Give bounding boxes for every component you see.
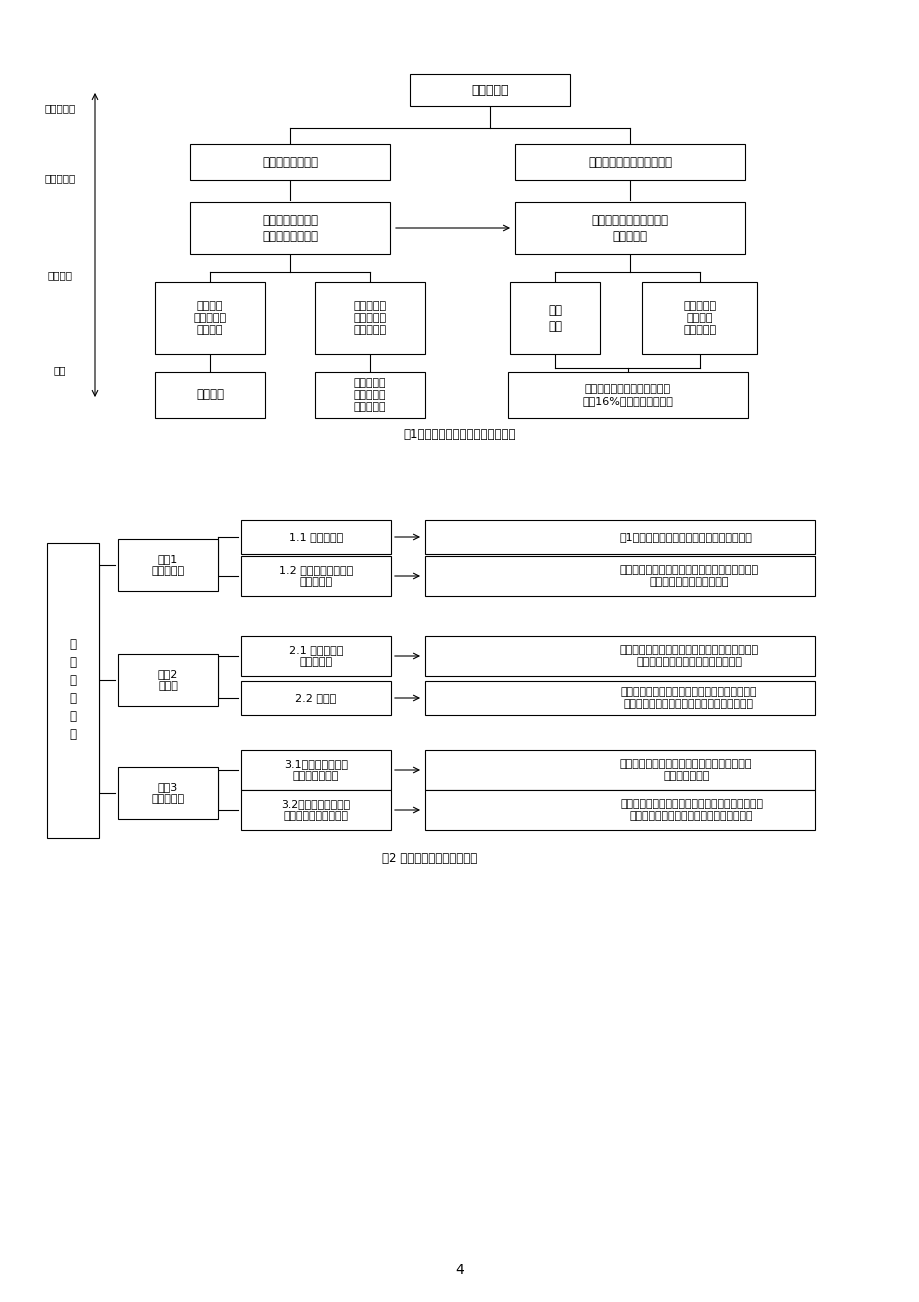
- Bar: [118, 767, 218, 819]
- Bar: [425, 635, 814, 676]
- Bar: [154, 283, 265, 354]
- Bar: [515, 202, 744, 254]
- Text: 课题2
溶解度: 课题2 溶解度: [158, 669, 178, 691]
- Bar: [410, 74, 570, 105]
- Bar: [425, 556, 814, 596]
- Text: 知道物质在溶解过程中通常伴随着热量的变化；
知道一些常见的乳化现象。: 知道物质在溶解过程中通常伴随着热量的变化； 知道一些常见的乳化现象。: [619, 565, 758, 587]
- Bar: [47, 543, 99, 837]
- Bar: [515, 145, 744, 180]
- Text: 事实: 事实: [53, 365, 66, 375]
- Text: 固体溶解度
溶解度曲线
气体溶解度: 固体溶解度 溶解度曲线 气体溶解度: [353, 301, 386, 336]
- Text: 图1：大概念统领下的单元知识结构: 图1：大概念统领下的单元知识结构: [403, 428, 516, 441]
- Text: 海水晒盐: 海水晒盐: [196, 388, 223, 401]
- Bar: [154, 372, 265, 418]
- Bar: [241, 519, 391, 553]
- Text: 1.2 溶解时的热量变化
及乳化现象: 1.2 溶解时的热量变化 及乳化现象: [278, 565, 353, 587]
- Text: 2.1 饱和溶液和
不饱和溶液: 2.1 饱和溶液和 不饱和溶液: [289, 644, 343, 667]
- Text: 了解固体溶解度的含义；能根据溶解度曲线获得
信息解决相关问题；了解气体溶解度的含义。: 了解固体溶解度的含义；能根据溶解度曲线获得 信息解决相关问题；了解气体溶解度的含…: [619, 686, 755, 710]
- Text: 图2 自然单元课时主题和目标: 图2 自然单元课时主题和目标: [382, 852, 477, 865]
- Text: 第
九
单
元
溶
液: 第 九 单 元 溶 液: [70, 638, 76, 742]
- Text: 3.2溶液稀释、配制与
化学方程式的相关计算: 3.2溶液稀释、配制与 化学方程式的相关计算: [281, 799, 350, 822]
- Bar: [425, 790, 814, 829]
- Bar: [314, 283, 425, 354]
- Text: 学科大概念: 学科大概念: [44, 103, 75, 113]
- Text: 饱和溶液
不饱和溶液
两者转化: 饱和溶液 不饱和溶液 两者转化: [193, 301, 226, 336]
- Bar: [190, 145, 390, 180]
- Text: 了解饱和溶液与不饱和溶液含义；知道两者相互
转化的条件；能举例说明结晶现象。: 了解饱和溶液与不饱和溶液含义；知道两者相互 转化的条件；能举例说明结晶现象。: [619, 644, 758, 667]
- Bar: [118, 539, 218, 591]
- Text: 打开汽水瓶
盖时，汽水
会自动喷出: 打开汽水瓶 盖时，汽水 会自动喷出: [354, 378, 386, 413]
- Bar: [190, 202, 390, 254]
- Text: 饱和溶液和溶解度: 饱和溶液和溶解度: [262, 155, 318, 168]
- Text: 溶质
溶剂: 溶质 溶剂: [548, 303, 562, 332]
- Text: 1.1 溶液的形成: 1.1 溶液的形成: [289, 533, 343, 542]
- Text: 4: 4: [455, 1263, 464, 1277]
- Bar: [641, 283, 756, 354]
- Text: 2.2 溶解度: 2.2 溶解度: [295, 693, 336, 703]
- Bar: [241, 556, 391, 596]
- Text: 溶质质量分
数的计算
溶液的配制: 溶质质量分 数的计算 溶液的配制: [683, 301, 716, 336]
- Bar: [507, 372, 747, 418]
- Text: 溶质质量分数与溶液组成
成分的关系: 溶质质量分数与溶液组成 成分的关系: [591, 214, 668, 242]
- Bar: [241, 790, 391, 829]
- Text: 课题3
溶液的浓度: 课题3 溶液的浓度: [152, 781, 185, 805]
- Text: 在农业生产上，常需要质量分
数为16%的氯化钠溶液选种: 在农业生产上，常需要质量分 数为16%的氯化钠溶液选种: [582, 384, 673, 406]
- Text: 3.1溶质质量分数的
概念及简单计算: 3.1溶质质量分数的 概念及简单计算: [284, 759, 347, 781]
- Bar: [314, 372, 425, 418]
- Bar: [241, 635, 391, 676]
- Text: 课题1
溶液的形成: 课题1 溶液的形成: [152, 553, 185, 577]
- Bar: [425, 750, 814, 790]
- Bar: [425, 681, 814, 715]
- Text: 常见的溶液: 常见的溶液: [471, 83, 508, 96]
- Text: 认识溶质质量分数的含义；能进行溶质质量分
数的简单计算。: 认识溶质质量分数的含义；能进行溶质质量分 数的简单计算。: [619, 759, 752, 781]
- Bar: [118, 654, 218, 706]
- Text: 例1：了解溶液在生产和生活中的重要用途。: 例1：了解溶液在生产和生活中的重要用途。: [619, 533, 752, 542]
- Text: 能配制一定溶质质量分数的溶液；能进行溶质质量
分数融合在化学反应方程式中的简单计算。: 能配制一定溶质质量分数的溶液；能进行溶质质量 分数融合在化学反应方程式中的简单计…: [619, 799, 762, 822]
- Text: 饱和溶液和溶解度
的概念及两者关系: 饱和溶液和溶解度 的概念及两者关系: [262, 214, 318, 242]
- Text: 核心概念: 核心概念: [48, 270, 73, 280]
- Bar: [241, 681, 391, 715]
- Text: 次级大概念: 次级大概念: [44, 173, 75, 184]
- Bar: [509, 283, 599, 354]
- Bar: [241, 750, 391, 790]
- Text: 溶液的组成和溶质质量分数: 溶液的组成和溶质质量分数: [587, 155, 671, 168]
- Bar: [425, 519, 814, 553]
